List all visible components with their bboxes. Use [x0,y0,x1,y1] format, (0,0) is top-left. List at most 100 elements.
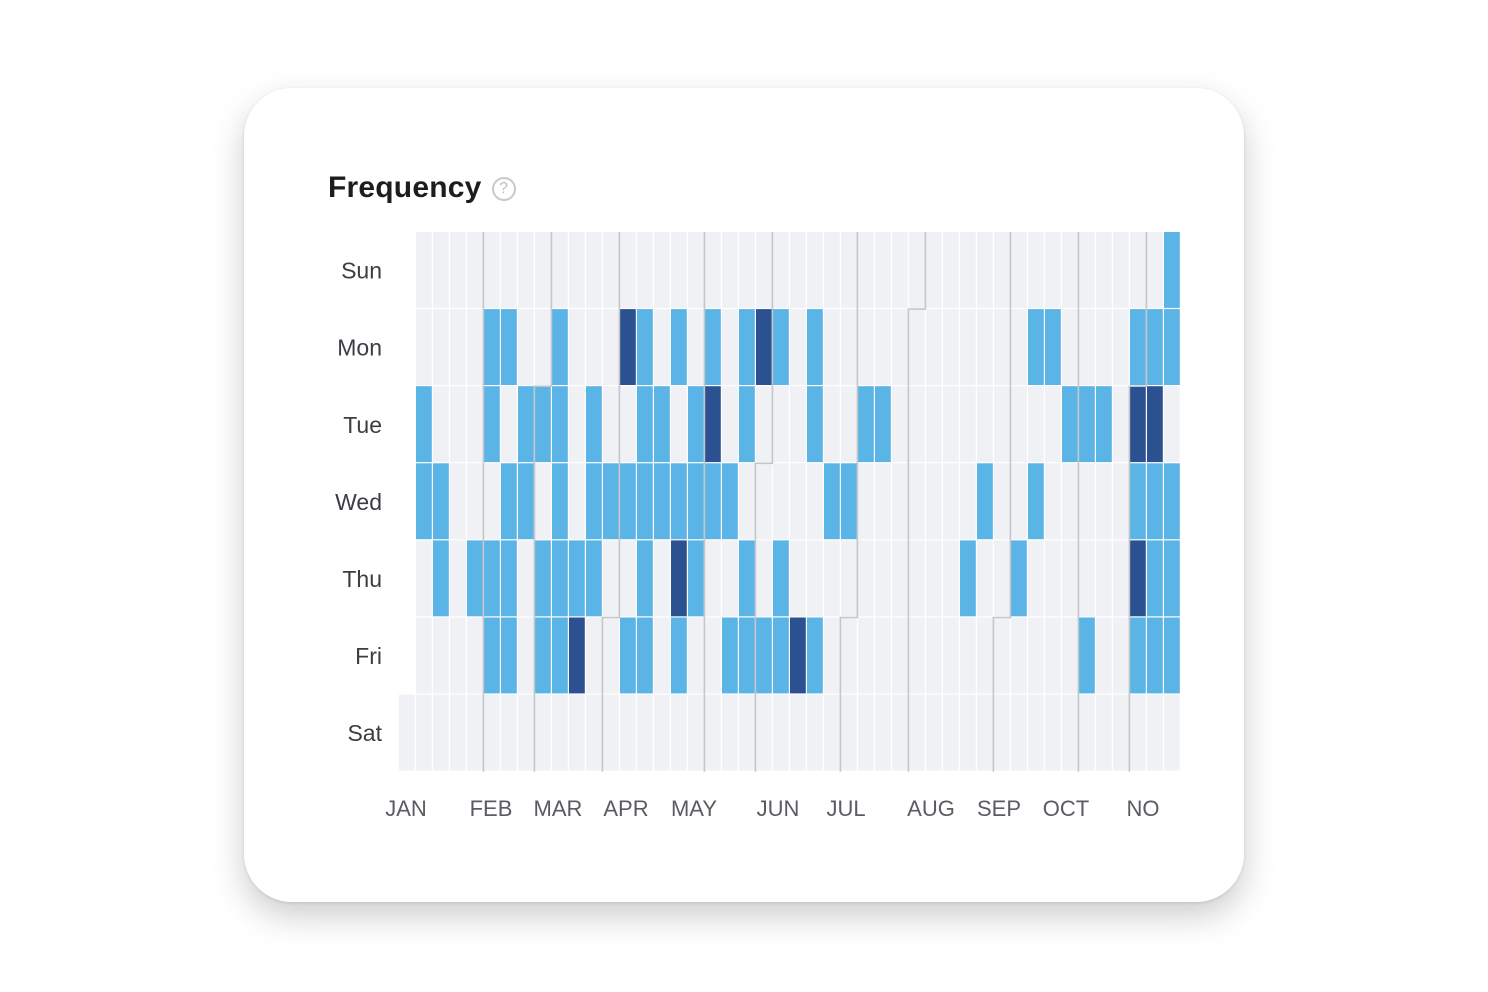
heatmap-cell[interactable] [1045,463,1061,540]
heatmap-cell[interactable] [501,386,517,463]
heatmap-cell[interactable] [1113,232,1129,308]
heatmap-cell[interactable] [416,617,432,694]
heatmap-cell[interactable] [994,309,1010,385]
heatmap-cell[interactable] [637,540,653,617]
heatmap-cell[interactable] [637,617,653,694]
heatmap-cell[interactable] [450,540,466,617]
heatmap-cell[interactable] [977,540,993,617]
heatmap-cell[interactable] [552,309,568,385]
heatmap-cell[interactable] [1079,232,1095,308]
heatmap-cell[interactable] [807,540,823,617]
heatmap-cell[interactable] [1011,309,1027,385]
heatmap-cell[interactable] [1147,617,1163,694]
heatmap-cell[interactable] [926,232,942,308]
heatmap-cell[interactable] [688,617,704,694]
heatmap-cell[interactable] [841,540,857,617]
heatmap-cell[interactable] [1062,540,1078,617]
heatmap-cell[interactable] [501,309,517,385]
heatmap-cell[interactable] [960,463,976,540]
heatmap-cell[interactable] [875,386,891,463]
heatmap-cell[interactable] [688,386,704,463]
heatmap-cell[interactable] [484,463,500,540]
heatmap-cell[interactable] [450,617,466,694]
heatmap-cell[interactable] [569,540,585,617]
heatmap-cell[interactable] [943,463,959,540]
heatmap-cell[interactable] [416,309,432,385]
heatmap-cell[interactable] [960,309,976,385]
heatmap-cell[interactable] [467,309,483,385]
heatmap-cell[interactable] [960,232,976,308]
heatmap-cell[interactable] [926,309,942,385]
heatmap-cell[interactable] [501,540,517,617]
heatmap-cell[interactable] [484,309,500,385]
heatmap-cell[interactable] [841,463,857,540]
heatmap-cell[interactable] [620,617,636,694]
heatmap-cell[interactable] [756,232,772,308]
heatmap-cell[interactable] [790,309,806,385]
heatmap-cell[interactable] [1147,232,1163,308]
heatmap-cell[interactable] [858,617,874,694]
heatmap-cell[interactable] [637,463,653,540]
heatmap-cell[interactable] [603,694,619,771]
heatmap-cell[interactable] [1011,540,1027,617]
heatmap-cell[interactable] [467,694,483,771]
heatmap-cell[interactable] [501,463,517,540]
heatmap-cell[interactable] [654,540,670,617]
heatmap-cell[interactable] [1113,386,1129,463]
heatmap-cell[interactable] [535,232,551,308]
heatmap-cell[interactable] [1096,232,1112,308]
heatmap-cell[interactable] [1011,386,1027,463]
heatmap-cell[interactable] [994,694,1010,771]
heatmap-cell[interactable] [705,617,721,694]
heatmap-cell[interactable] [1164,617,1180,694]
heatmap-cell[interactable] [586,694,602,771]
heatmap-cell[interactable] [909,386,925,463]
heatmap-cell[interactable] [399,694,415,771]
heatmap-cell[interactable] [535,463,551,540]
heatmap-cell[interactable] [1096,309,1112,385]
heatmap-cell[interactable] [1062,463,1078,540]
heatmap-cell[interactable] [790,540,806,617]
heatmap-cell[interactable] [569,463,585,540]
heatmap-cell[interactable] [824,386,840,463]
heatmap-cell[interactable] [518,232,534,308]
heatmap-cell[interactable] [620,386,636,463]
heatmap-cell[interactable] [1028,463,1044,540]
heatmap-cell[interactable] [875,617,891,694]
heatmap-cell[interactable] [501,232,517,308]
heatmap-cell[interactable] [416,540,432,617]
heatmap-cell[interactable] [450,232,466,308]
heatmap-cell[interactable] [467,463,483,540]
heatmap-cell[interactable] [1147,309,1163,385]
heatmap-cell[interactable] [790,386,806,463]
heatmap-cell[interactable] [433,463,449,540]
heatmap-cell[interactable] [1130,463,1146,540]
heatmap-cell[interactable] [756,694,772,771]
heatmap-cell[interactable] [1011,232,1027,308]
heatmap-cell[interactable] [1096,463,1112,540]
heatmap-cell[interactable] [722,617,738,694]
heatmap-cell[interactable] [552,617,568,694]
heatmap-cell[interactable] [552,386,568,463]
heatmap-cell[interactable] [1045,386,1061,463]
heatmap-cell[interactable] [722,540,738,617]
heatmap-cell[interactable] [1079,386,1095,463]
heatmap-cell[interactable] [807,309,823,385]
heatmap-cell[interactable] [450,463,466,540]
heatmap-cell[interactable] [994,463,1010,540]
heatmap-cell[interactable] [1011,617,1027,694]
heatmap-cell[interactable] [484,617,500,694]
heatmap-cell[interactable] [1079,463,1095,540]
heatmap-cell[interactable] [654,386,670,463]
heatmap-cell[interactable] [705,463,721,540]
heatmap-cell[interactable] [773,232,789,308]
heatmap-cell[interactable] [467,386,483,463]
heatmap-cell[interactable] [1130,540,1146,617]
heatmap-cell[interactable] [892,463,908,540]
heatmap-cell[interactable] [450,309,466,385]
heatmap-cell[interactable] [926,386,942,463]
heatmap-cell[interactable] [1028,617,1044,694]
heatmap-cell[interactable] [960,617,976,694]
heatmap-cell[interactable] [1113,617,1129,694]
heatmap-cell[interactable] [484,694,500,771]
